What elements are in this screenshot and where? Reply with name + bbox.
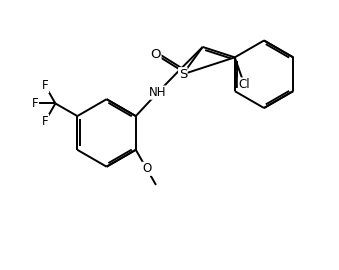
Text: O: O (142, 162, 151, 175)
Text: F: F (42, 79, 48, 92)
Text: S: S (179, 68, 187, 81)
Text: Cl: Cl (238, 78, 250, 91)
Text: F: F (42, 114, 48, 127)
Text: NH: NH (149, 86, 166, 99)
Text: F: F (32, 97, 38, 110)
Text: O: O (151, 48, 161, 61)
